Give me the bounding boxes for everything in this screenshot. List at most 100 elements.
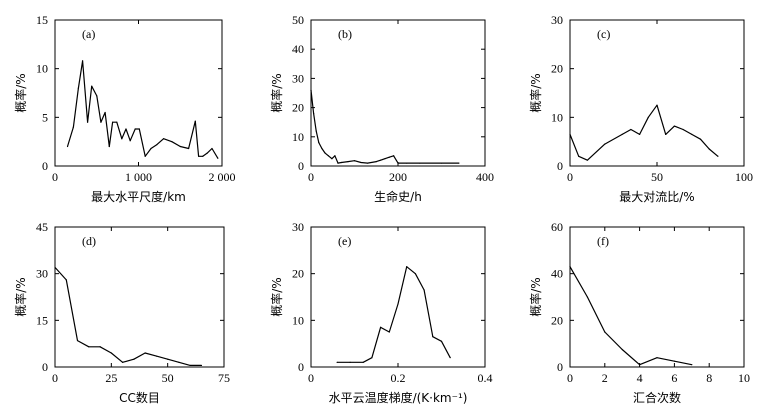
- y-tick-label: 5: [42, 110, 48, 124]
- data-point: [717, 155, 719, 157]
- x-tick-label: 50: [651, 170, 663, 184]
- data-point: [334, 155, 336, 157]
- y-tick-label: 0: [298, 360, 304, 374]
- data-point: [586, 296, 589, 298]
- data-point: [569, 266, 571, 268]
- data-point: [375, 161, 377, 163]
- data-point: [699, 138, 702, 140]
- data-point: [162, 138, 165, 140]
- data-point: [691, 133, 693, 135]
- x-tick-label: 0.2: [391, 371, 406, 385]
- data-point: [604, 331, 606, 333]
- data-point: [432, 336, 434, 338]
- y-tick-label: 45: [36, 220, 48, 234]
- data-point: [198, 155, 200, 157]
- panel-label: (d): [82, 234, 96, 248]
- data-point: [406, 162, 408, 164]
- plot-frame: [310, 226, 486, 368]
- x-tick-label: 100: [735, 170, 753, 184]
- data-point: [647, 116, 649, 118]
- x-tick-label: 6: [671, 371, 677, 385]
- y-tick-label: 10: [551, 110, 563, 124]
- x-tick-label: 0: [567, 371, 573, 385]
- data-point: [104, 111, 106, 114]
- y-tick-label: 10: [292, 313, 304, 327]
- y-tick-label: 20: [292, 101, 304, 115]
- data-point: [202, 155, 204, 157]
- data-point: [331, 158, 333, 160]
- y-tick-label: 30: [292, 220, 304, 234]
- x-tick-label: 8: [706, 371, 712, 385]
- data-point: [86, 121, 89, 123]
- data-point: [336, 361, 338, 363]
- y-tick-label: 15: [36, 13, 48, 27]
- y-tick-label: 10: [36, 62, 48, 76]
- x-axis-title: 最大对流比/%: [619, 190, 694, 204]
- data-point: [397, 162, 399, 164]
- data-point: [569, 133, 571, 135]
- data-point: [353, 160, 356, 162]
- data-point: [116, 121, 118, 123]
- data-point: [639, 133, 641, 135]
- data-point: [360, 161, 362, 164]
- data-point: [621, 348, 623, 351]
- y-axis-title: 概率/%: [528, 73, 543, 112]
- data-point: [449, 357, 451, 359]
- data-point: [134, 128, 136, 130]
- chart-panel: 0 25 50 75 0 15 30 45 (d) CC数目 概率/%: [13, 220, 230, 405]
- data-point: [315, 130, 317, 132]
- x-tick-label: 2 000: [209, 170, 236, 184]
- panel-label: (c): [597, 27, 610, 41]
- x-tick-label: 0: [567, 170, 573, 184]
- data-point: [112, 121, 114, 123]
- data-point: [665, 133, 667, 135]
- data-point: [440, 162, 443, 164]
- data-point: [88, 346, 90, 348]
- data-point: [673, 360, 676, 362]
- y-tick-label: 0: [42, 159, 48, 173]
- data-point: [99, 346, 101, 348]
- data-point: [406, 266, 408, 268]
- data-point: [179, 145, 181, 148]
- data-point: [178, 361, 180, 363]
- data-point: [639, 364, 641, 366]
- chart-panel: 0 2 4 6 8 10 0 20 40 60 (f) 汇合次数 概率/%: [528, 220, 750, 405]
- x-tick-label: 0: [308, 170, 314, 184]
- data-point: [656, 104, 658, 106]
- data-point: [324, 152, 326, 154]
- data-point: [156, 143, 158, 146]
- data-point: [656, 357, 658, 359]
- data-point: [458, 162, 460, 164]
- data-point: [129, 140, 131, 142]
- x-tick-label: 2: [602, 371, 608, 385]
- x-tick-label: 0: [308, 371, 314, 385]
- data-point: [673, 125, 676, 127]
- data-point: [138, 128, 140, 130]
- plot-frame: [569, 19, 745, 167]
- data-point: [310, 89, 312, 91]
- y-axis-title: 概率/%: [13, 277, 28, 316]
- data-point: [337, 162, 339, 164]
- data-point: [380, 159, 382, 161]
- data-point: [77, 87, 79, 89]
- data-point: [578, 155, 580, 157]
- data-point: [188, 147, 190, 150]
- x-tick-label: 4: [637, 371, 643, 385]
- x-tick-label: 0: [52, 170, 58, 184]
- y-axis-title: 概率/%: [269, 73, 284, 112]
- y-tick-label: 0: [557, 159, 563, 173]
- data-point: [423, 289, 425, 291]
- x-tick-label: 400: [476, 170, 494, 184]
- data-point: [81, 60, 84, 62]
- data-point: [217, 157, 219, 159]
- series-line: [569, 104, 719, 161]
- chart-panel: 0 1 000 2 000 0 5 10 15 (a) 最大水平尺度/km 概率/%: [13, 13, 236, 204]
- data-point: [691, 364, 693, 366]
- data-point: [189, 364, 191, 367]
- data-point: [155, 355, 157, 357]
- data-point: [150, 147, 152, 150]
- data-point: [397, 303, 399, 305]
- data-point: [621, 133, 623, 135]
- x-axis-title: 生命史/h: [374, 189, 422, 204]
- plot-frame: [569, 226, 745, 368]
